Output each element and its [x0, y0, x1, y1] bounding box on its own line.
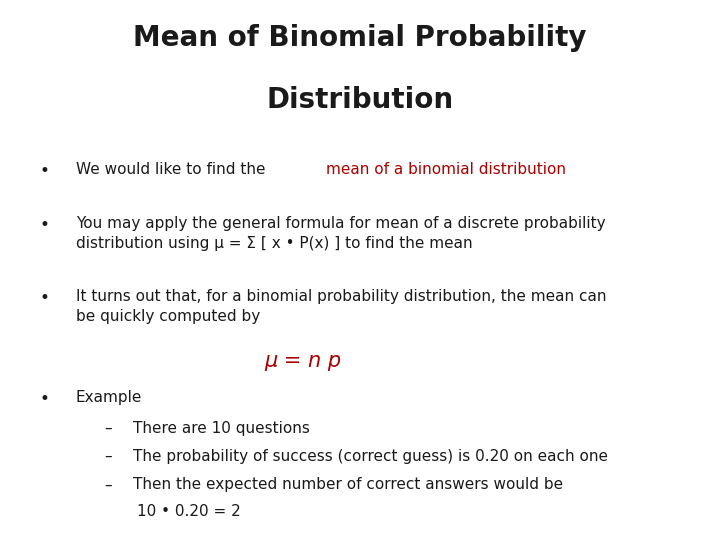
Text: Example: Example	[76, 390, 142, 405]
Text: –: –	[104, 449, 112, 464]
Text: •: •	[40, 216, 50, 234]
Text: Then the expected number of correct answers would be: Then the expected number of correct answ…	[133, 477, 563, 492]
Text: μ = n p: μ = n p	[264, 351, 341, 371]
Text: It turns out that, for a binomial probability distribution, the mean can
be quic: It turns out that, for a binomial probab…	[76, 289, 606, 323]
Text: –: –	[104, 421, 112, 436]
Text: You may apply the general formula for mean of a discrete probability
distributio: You may apply the general formula for me…	[76, 216, 606, 251]
Text: The probability of success (correct guess) is 0.20 on each one: The probability of success (correct gues…	[133, 449, 608, 464]
Text: •: •	[40, 162, 50, 180]
Text: Mean of Binomial Probability: Mean of Binomial Probability	[133, 24, 587, 52]
Text: •: •	[40, 390, 50, 408]
Text: •: •	[40, 289, 50, 307]
Text: –: –	[104, 477, 112, 492]
Text: We would like to find the: We would like to find the	[76, 162, 270, 177]
Text: Distribution: Distribution	[266, 86, 454, 114]
Text: 10 • 0.20 = 2: 10 • 0.20 = 2	[137, 504, 240, 519]
Text: mean of a binomial distribution: mean of a binomial distribution	[326, 162, 567, 177]
Text: There are 10 questions: There are 10 questions	[133, 421, 310, 436]
